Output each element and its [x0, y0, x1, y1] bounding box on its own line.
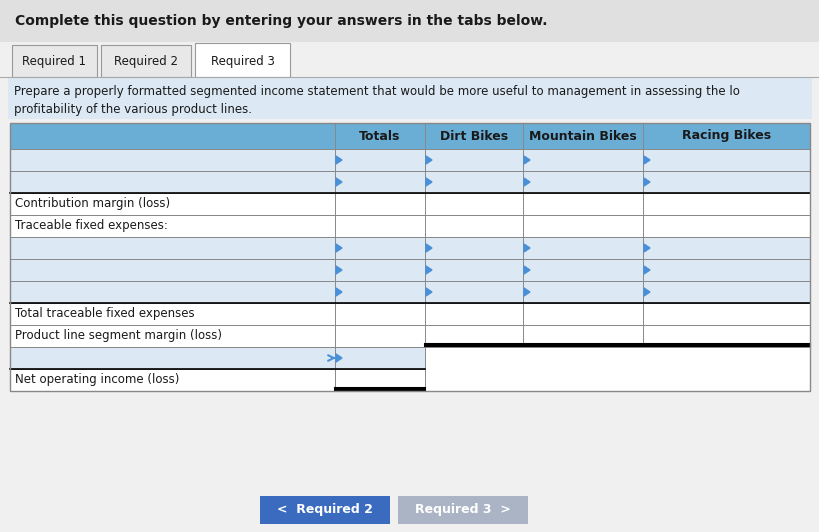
Polygon shape: [336, 288, 342, 296]
Polygon shape: [336, 156, 342, 164]
Text: Required 1: Required 1: [22, 54, 86, 68]
Bar: [12, 45, 97, 77]
Bar: [10, 237, 809, 259]
Polygon shape: [426, 178, 432, 186]
Bar: [10, 347, 424, 369]
Bar: [195, 43, 290, 77]
Bar: [0, 0, 819, 42]
Polygon shape: [336, 266, 342, 274]
Text: <  Required 2: < Required 2: [277, 503, 373, 517]
Bar: [10, 281, 809, 303]
Text: Net operating income (loss): Net operating income (loss): [15, 373, 179, 387]
Text: Traceable fixed expenses:: Traceable fixed expenses:: [15, 220, 168, 232]
Bar: [424, 347, 809, 369]
Bar: [0, 42, 819, 79]
Text: Required 2: Required 2: [114, 54, 178, 68]
Polygon shape: [426, 156, 432, 164]
Bar: [424, 369, 809, 391]
Bar: [10, 193, 809, 215]
Polygon shape: [523, 266, 529, 274]
Bar: [101, 45, 191, 77]
Bar: [10, 215, 809, 237]
Text: Prepare a properly formatted segmented income statement that would be more usefu: Prepare a properly formatted segmented i…: [14, 85, 739, 97]
Polygon shape: [643, 156, 649, 164]
Polygon shape: [426, 244, 432, 252]
Polygon shape: [643, 178, 649, 186]
Bar: [8, 77, 811, 119]
Text: Complete this question by entering your answers in the tabs below.: Complete this question by entering your …: [15, 14, 547, 28]
Text: Dirt Bikes: Dirt Bikes: [440, 129, 508, 143]
Bar: [10, 303, 809, 325]
Bar: [10, 149, 809, 171]
Bar: [260, 496, 390, 524]
Polygon shape: [426, 266, 432, 274]
Text: Product line segment margin (loss): Product line segment margin (loss): [15, 329, 222, 343]
Text: Totals: Totals: [359, 129, 400, 143]
Bar: [10, 123, 809, 149]
Bar: [10, 369, 424, 391]
Text: Mountain Bikes: Mountain Bikes: [528, 129, 636, 143]
Polygon shape: [523, 178, 529, 186]
Text: Total traceable fixed expenses: Total traceable fixed expenses: [15, 307, 194, 320]
Text: Contribution margin (loss): Contribution margin (loss): [15, 197, 170, 211]
Bar: [10, 171, 809, 193]
Polygon shape: [426, 288, 432, 296]
Polygon shape: [643, 244, 649, 252]
Text: Required 3  >: Required 3 >: [414, 503, 510, 517]
Polygon shape: [643, 288, 649, 296]
Text: Required 3: Required 3: [210, 54, 274, 68]
Bar: [10, 123, 809, 391]
Text: Racing Bikes: Racing Bikes: [681, 129, 770, 143]
Polygon shape: [523, 288, 529, 296]
Polygon shape: [336, 178, 342, 186]
Text: profitability of the various product lines.: profitability of the various product lin…: [14, 103, 251, 115]
Polygon shape: [643, 266, 649, 274]
Polygon shape: [336, 244, 342, 252]
Bar: [397, 496, 527, 524]
Polygon shape: [523, 244, 529, 252]
Polygon shape: [336, 354, 342, 362]
Polygon shape: [523, 156, 529, 164]
Bar: [10, 259, 809, 281]
Bar: [10, 325, 809, 347]
